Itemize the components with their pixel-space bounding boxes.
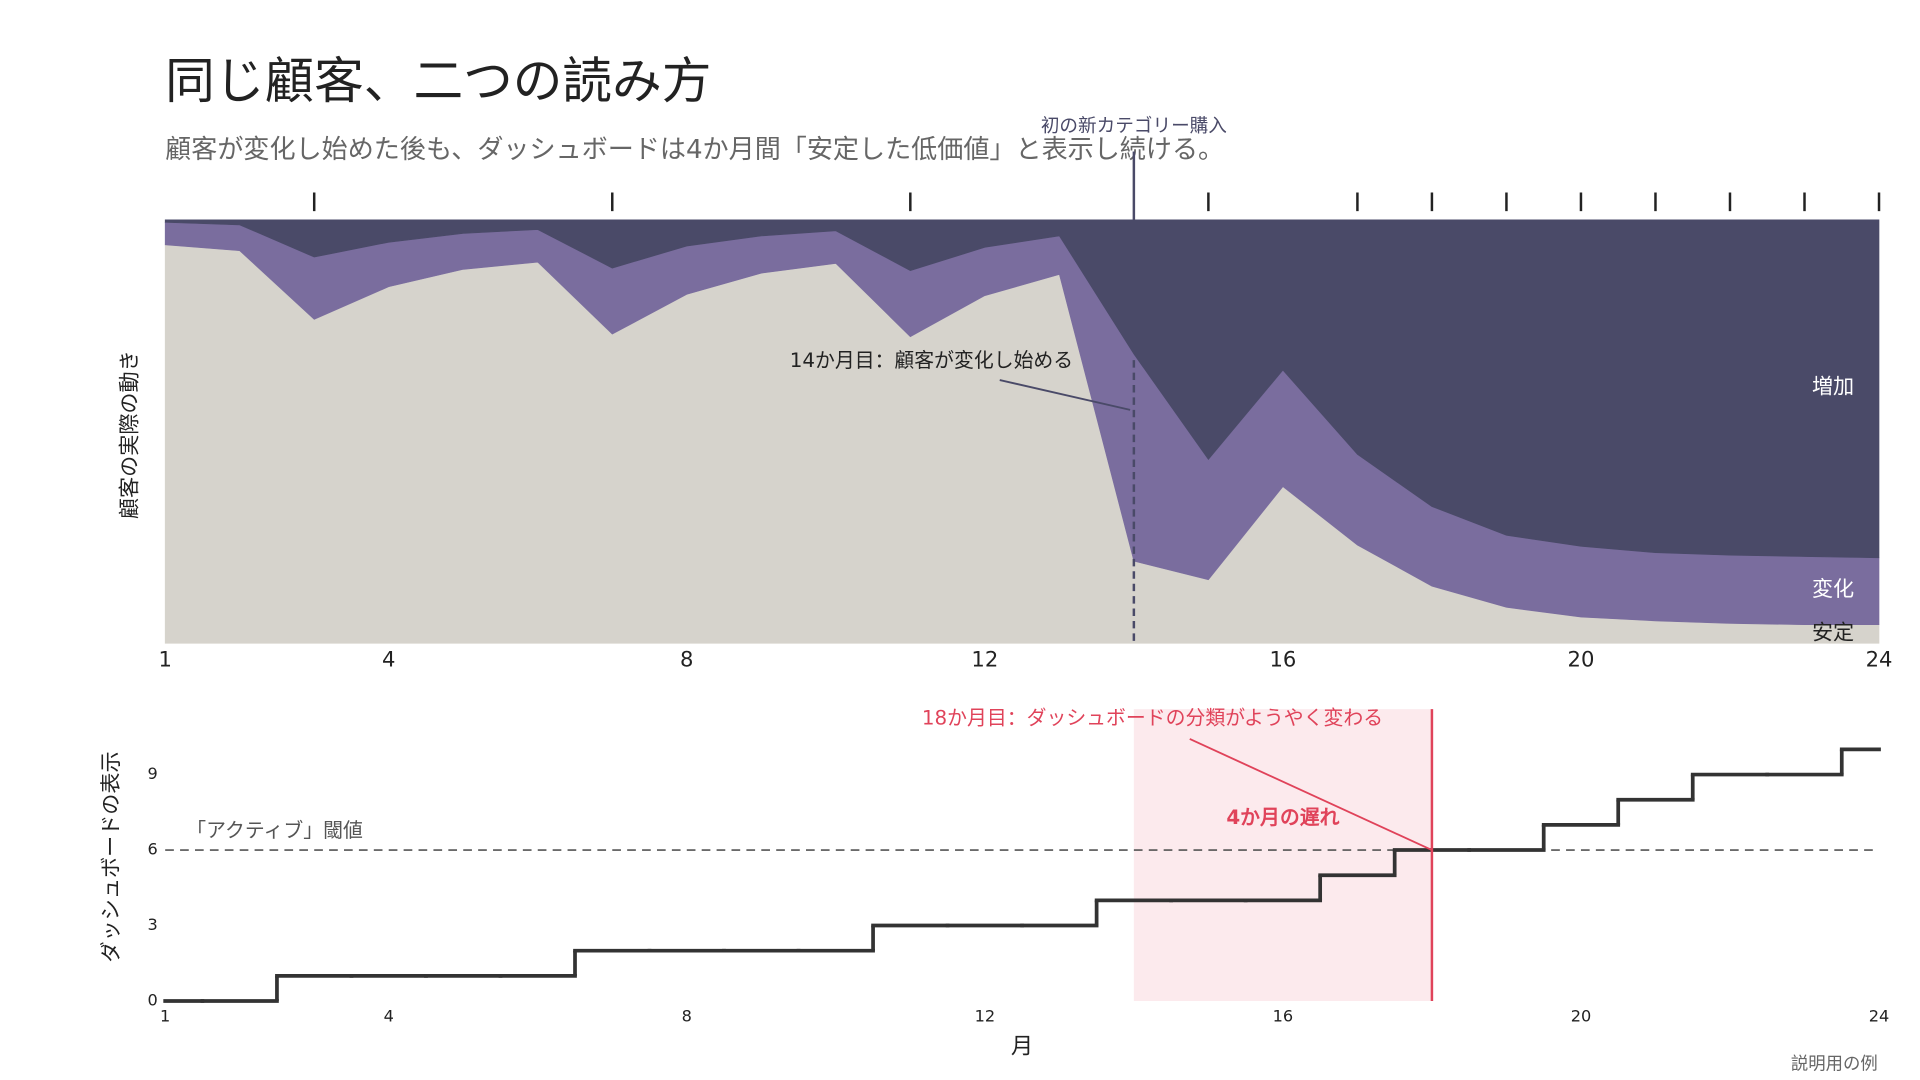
annotation-text: 14か月目：顧客が変化し始める xyxy=(790,349,1073,372)
y-tick-label: 9 xyxy=(147,764,157,783)
x-axis-label: 月 xyxy=(1011,1033,1033,1059)
x-tick-label: 12 xyxy=(975,1007,996,1026)
area xyxy=(164,219,1880,559)
series-label: 増加 xyxy=(1812,373,1854,398)
x-tick-label: 4 xyxy=(382,647,395,672)
chart-title: 同じ顧客、二つの読み方 xyxy=(165,52,711,110)
x-tick-label: 8 xyxy=(680,647,693,672)
x-tick-label: 24 xyxy=(1866,647,1893,672)
y-tick-label: 3 xyxy=(147,915,157,934)
x-tick-label: 16 xyxy=(1269,647,1296,672)
x-tick-label: 20 xyxy=(1571,1007,1592,1026)
x-tick-label: 20 xyxy=(1568,647,1595,672)
series-label: 変化 xyxy=(1812,576,1854,601)
annotation-arrow xyxy=(1189,738,1433,851)
annotation-arrow xyxy=(999,379,1131,411)
x-tick-label: 4 xyxy=(384,1007,394,1026)
x-tick-label: 1 xyxy=(158,647,171,672)
chart-subtitle: 顧客が変化し始めた後も、ダッシュボードは4か月間「安定した低価値」と表示し続ける… xyxy=(165,135,1224,165)
y-tick-label: 6 xyxy=(147,840,157,859)
y-tick-label: 0 xyxy=(147,990,157,1009)
series-label: 安定 xyxy=(1812,619,1854,644)
annotation-text: 18か月目：ダッシュボードの分類がようやく変わる xyxy=(922,707,1383,730)
y-axis-label: 顧客の実際の動き xyxy=(116,350,141,519)
x-tick-label: 1 xyxy=(160,1007,170,1026)
x-tick-label: 12 xyxy=(971,647,998,672)
event-label: 初の新カテゴリー購入 xyxy=(1041,116,1227,137)
x-tick-label: 8 xyxy=(682,1007,692,1026)
x-tick-label: 24 xyxy=(1869,1007,1890,1026)
lag-label: 4か月の遅れ xyxy=(1226,806,1339,829)
highlight-region xyxy=(1133,709,1432,1001)
y-axis-label: ダッシュボードの表示 xyxy=(98,751,123,962)
threshold-label: 「アクティブ」閾値 xyxy=(186,819,363,842)
footnote: 説明用の例 xyxy=(1791,1054,1878,1074)
x-tick-label: 16 xyxy=(1273,1007,1294,1026)
